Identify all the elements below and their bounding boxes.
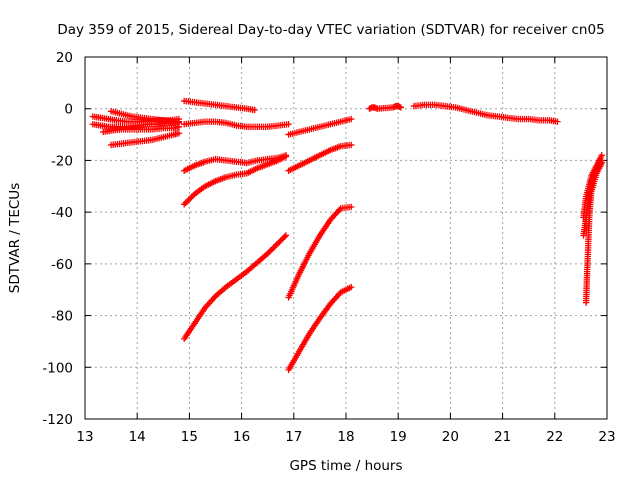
data-point	[271, 242, 279, 250]
y-tick-label: -20	[51, 153, 73, 169]
x-tick-label: 19	[390, 429, 407, 445]
x-tick-label: 21	[494, 429, 511, 445]
y-tick-label: -100	[42, 360, 73, 376]
data-point	[188, 193, 195, 201]
x-tick-label: 23	[598, 429, 615, 445]
series-arc-7	[180, 118, 292, 131]
x-tick-label: 13	[76, 429, 93, 445]
series-arc-15	[366, 102, 405, 112]
x-tick-label: 14	[129, 429, 146, 445]
data-point	[336, 206, 343, 213]
x-axis-label: GPS time / hours	[289, 458, 402, 474]
series-arc-13	[285, 203, 355, 301]
x-tick-label: 16	[233, 429, 250, 445]
series-arc-11	[285, 115, 355, 138]
data-point	[348, 283, 355, 291]
y-tick-label: 20	[56, 50, 73, 66]
series-arc-3	[100, 123, 183, 136]
series-arc-6	[180, 97, 258, 114]
data-point	[182, 199, 189, 207]
x-tick-label: 17	[285, 429, 302, 445]
data-point	[175, 130, 183, 137]
data-point	[186, 195, 194, 202]
data-point	[282, 153, 290, 160]
data-point	[348, 203, 355, 211]
data-point	[348, 141, 355, 149]
series-arc-4	[107, 108, 183, 125]
series-arc-9	[180, 153, 290, 208]
data-point	[554, 118, 561, 125]
x-tick-label: 20	[442, 429, 459, 445]
data-point	[268, 245, 276, 253]
y-tick-label: -80	[51, 309, 73, 325]
data-point	[285, 121, 292, 128]
y-tick-label: -40	[51, 205, 73, 221]
data-point	[270, 244, 277, 251]
series-arc-14	[285, 283, 355, 374]
series-arc-19	[582, 159, 605, 306]
y-axis-label: SDTVAR / TECUs	[7, 183, 23, 293]
chart-title: Day 359 of 2015, Sidereal Day-to-day VTE…	[57, 22, 604, 38]
series-arc-10	[180, 232, 290, 343]
y-tick-label: -60	[51, 257, 73, 273]
x-tick-label: 15	[181, 429, 198, 445]
data-point	[397, 104, 405, 111]
data-point	[175, 118, 183, 125]
y-tick-label: -120	[42, 412, 73, 428]
data-markers	[89, 97, 605, 374]
data-point	[185, 196, 192, 204]
data-point	[348, 115, 355, 123]
x-tick-labels: 13 14 15 16 17 18 19 20 21 22 23	[76, 429, 615, 445]
series-arc-16	[410, 101, 561, 125]
y-tick-labels: -120 -100 -80 -60 -40 -20 0 20	[42, 50, 73, 428]
data-point	[267, 247, 274, 254]
data-point	[598, 159, 605, 167]
data-point	[282, 232, 290, 239]
series-arc-12	[285, 141, 355, 174]
data-point	[180, 201, 188, 208]
series-arc-5	[107, 130, 183, 149]
data-point	[281, 233, 288, 240]
grid-lines	[85, 57, 607, 419]
data-point	[251, 106, 258, 114]
axis-ticks	[84, 56, 608, 420]
x-tick-label: 18	[337, 429, 354, 445]
y-tick-label: 0	[64, 102, 73, 118]
x-tick-label: 22	[546, 429, 563, 445]
